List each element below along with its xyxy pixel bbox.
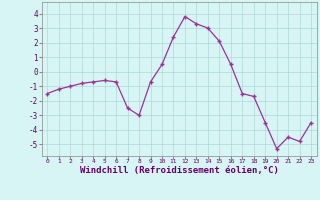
X-axis label: Windchill (Refroidissement éolien,°C): Windchill (Refroidissement éolien,°C): [80, 166, 279, 175]
